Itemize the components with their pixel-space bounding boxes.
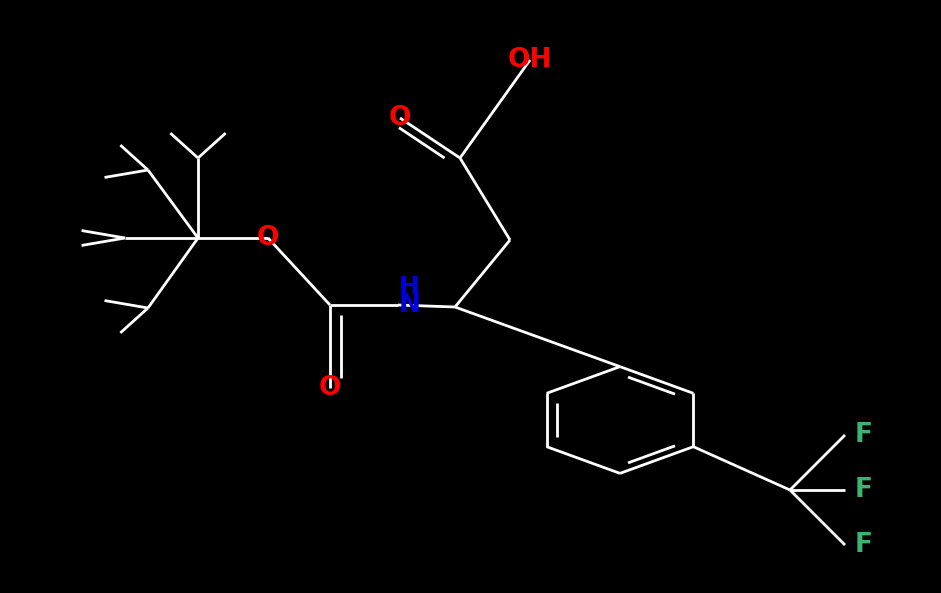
Text: N: N [398,292,421,318]
Text: F: F [854,477,872,503]
Text: O: O [319,375,342,401]
Text: O: O [389,105,411,131]
Text: F: F [854,532,872,558]
Text: O: O [257,225,279,251]
Text: OH: OH [508,47,552,73]
Text: H: H [399,275,420,299]
Text: F: F [854,422,872,448]
